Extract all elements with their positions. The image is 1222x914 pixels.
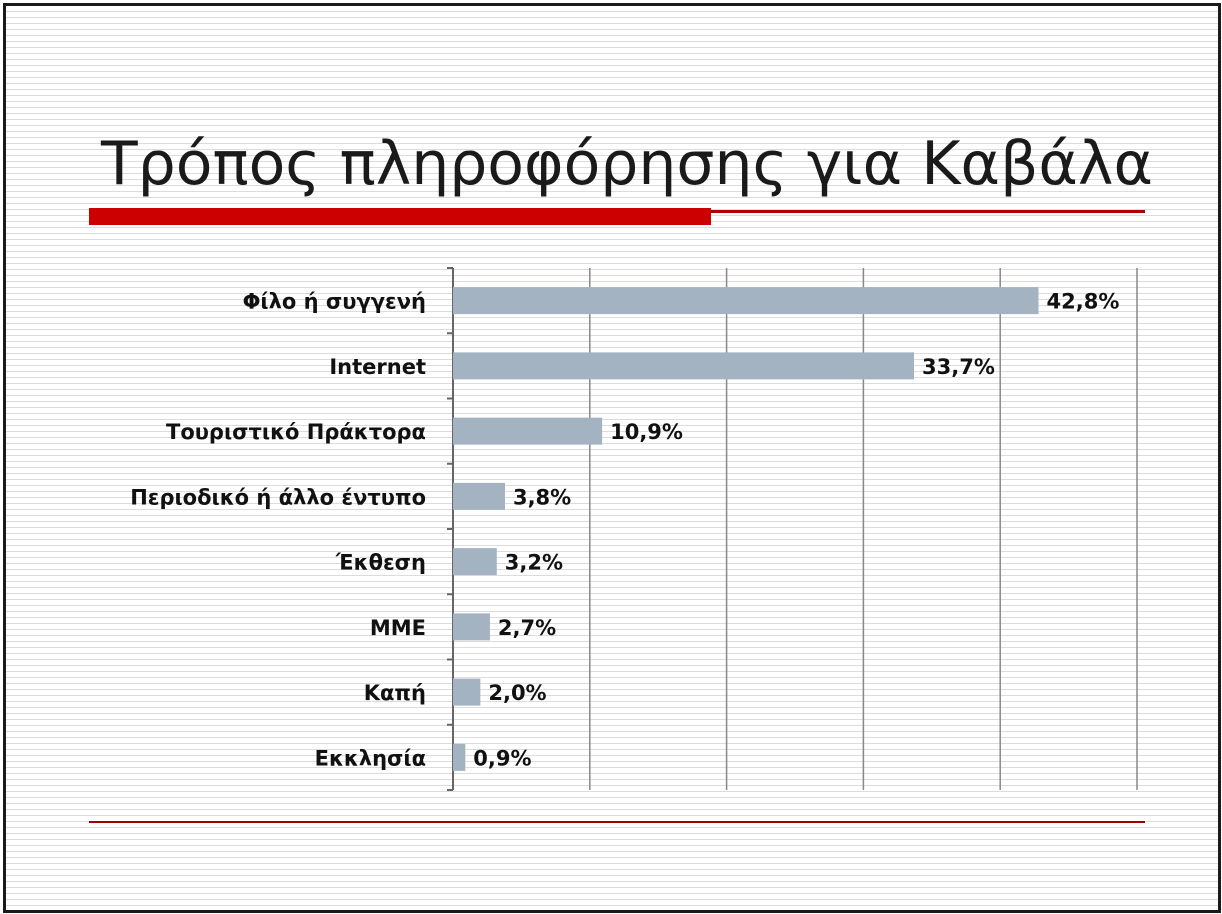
bar [453,352,915,380]
bar [453,548,497,576]
data-label: 42,8% [1047,290,1120,314]
slide: Τρόπος πληροφόρησης για Καβάλα [3,3,1221,913]
category-label: Τουριστικό Πράκτορα [166,420,426,444]
category-label: Internet [329,355,426,379]
bar [453,743,466,771]
data-label: 3,8% [513,485,571,509]
bar [453,678,481,706]
title-underline-thick [89,208,711,225]
data-label: 2,7% [498,616,556,640]
data-label: 10,9% [610,420,683,444]
data-label: 2,0% [488,681,546,705]
title-underline-thin [711,210,1145,213]
bar [453,482,505,510]
category-label: Εκκλησία [315,746,426,770]
bottom-rule [89,821,1145,823]
category-label: Φίλο ή συγγενή [243,290,426,314]
category-label: Περιοδικό ή άλλο έντυπο [130,485,426,509]
bar [453,287,1039,315]
data-label: 0,9% [473,746,531,770]
category-label: Έκθεση [335,551,426,575]
category-label: ΜΜΕ [370,616,426,640]
bar [453,613,490,641]
bar [453,417,603,445]
data-label: 33,7% [922,355,995,379]
data-label: 3,2% [505,551,563,575]
slide-title: Τρόπος πληροφόρησης για Καβάλα [101,129,1153,199]
category-label: Καπή [364,681,426,705]
